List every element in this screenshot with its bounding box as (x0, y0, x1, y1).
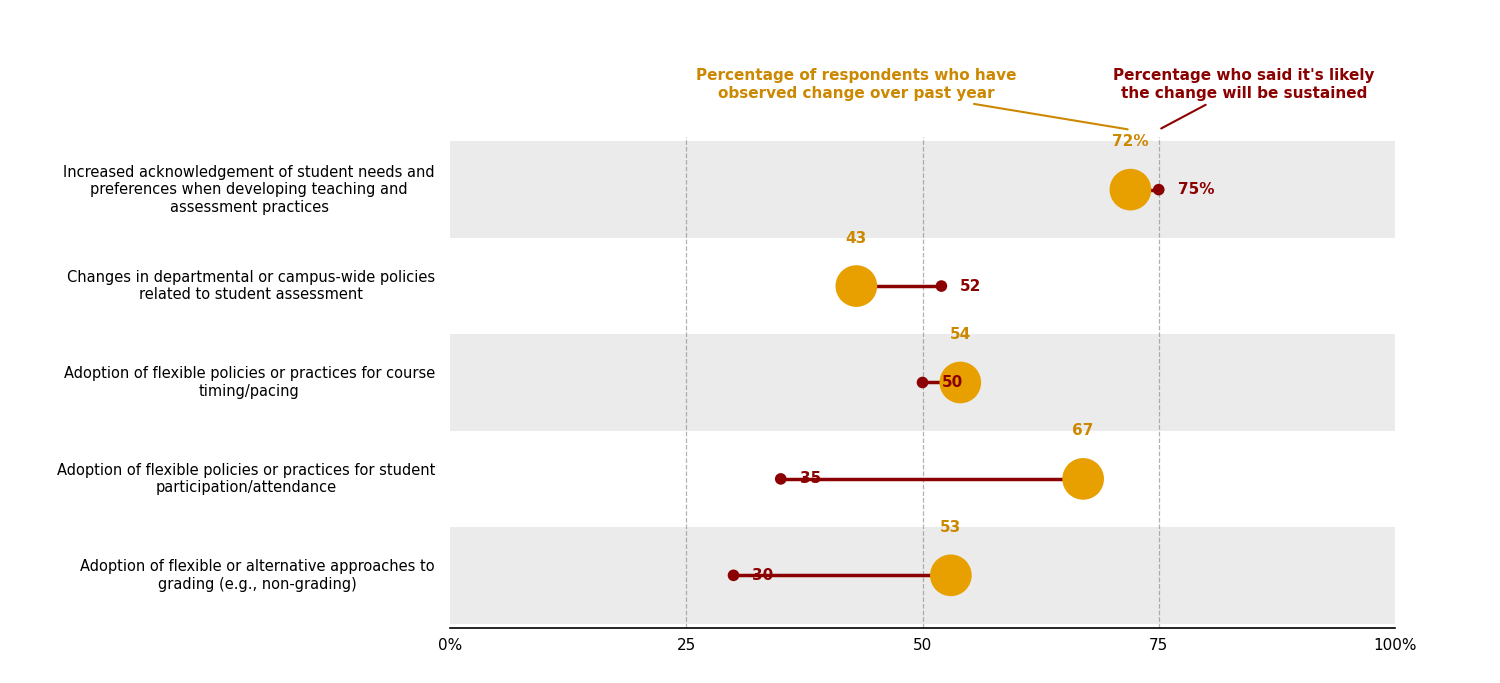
Bar (450, 141, 1395, 238)
Point (722, 570, 746, 581)
Point (1119, 184, 1143, 195)
Bar (450, 527, 1395, 624)
Text: 72%: 72% (1112, 134, 1149, 149)
Point (930, 281, 954, 292)
Text: 75%: 75% (1178, 182, 1214, 197)
Point (939, 570, 963, 581)
Text: 53: 53 (940, 520, 962, 535)
Point (844, 281, 868, 292)
Text: Changes in departmental or campus-wide policies
related to student assessment: Changes in departmental or campus-wide p… (68, 270, 435, 303)
Text: Adoption of flexible policies or practices for student
participation/attendance: Adoption of flexible policies or practic… (57, 462, 435, 495)
Text: 50: 50 (942, 375, 963, 390)
Point (768, 473, 792, 484)
Text: 30: 30 (753, 568, 774, 583)
Bar (450, 334, 1395, 431)
Point (910, 377, 934, 388)
Text: 43: 43 (846, 231, 867, 246)
Text: Percentage who said it's likely
the change will be sustained: Percentage who said it's likely the chan… (1113, 68, 1374, 128)
Point (948, 377, 972, 388)
Text: Percentage of respondents who have
observed change over past year: Percentage of respondents who have obser… (696, 68, 1128, 129)
Text: 35: 35 (800, 471, 820, 486)
Point (1071, 473, 1095, 484)
Text: 52: 52 (960, 279, 981, 294)
Text: 54: 54 (950, 327, 970, 342)
Text: Adoption of flexible policies or practices for course
timing/pacing: Adoption of flexible policies or practic… (63, 366, 435, 399)
Bar (450, 238, 1395, 334)
Text: 67: 67 (1072, 423, 1094, 438)
Bar (450, 431, 1395, 527)
Point (1146, 184, 1170, 195)
Text: Adoption of flexible or alternative approaches to
grading (e.g., non-grading): Adoption of flexible or alternative appr… (81, 559, 435, 591)
Text: Increased acknowledgement of student needs and
preferences when developing teach: Increased acknowledgement of student nee… (63, 165, 435, 214)
